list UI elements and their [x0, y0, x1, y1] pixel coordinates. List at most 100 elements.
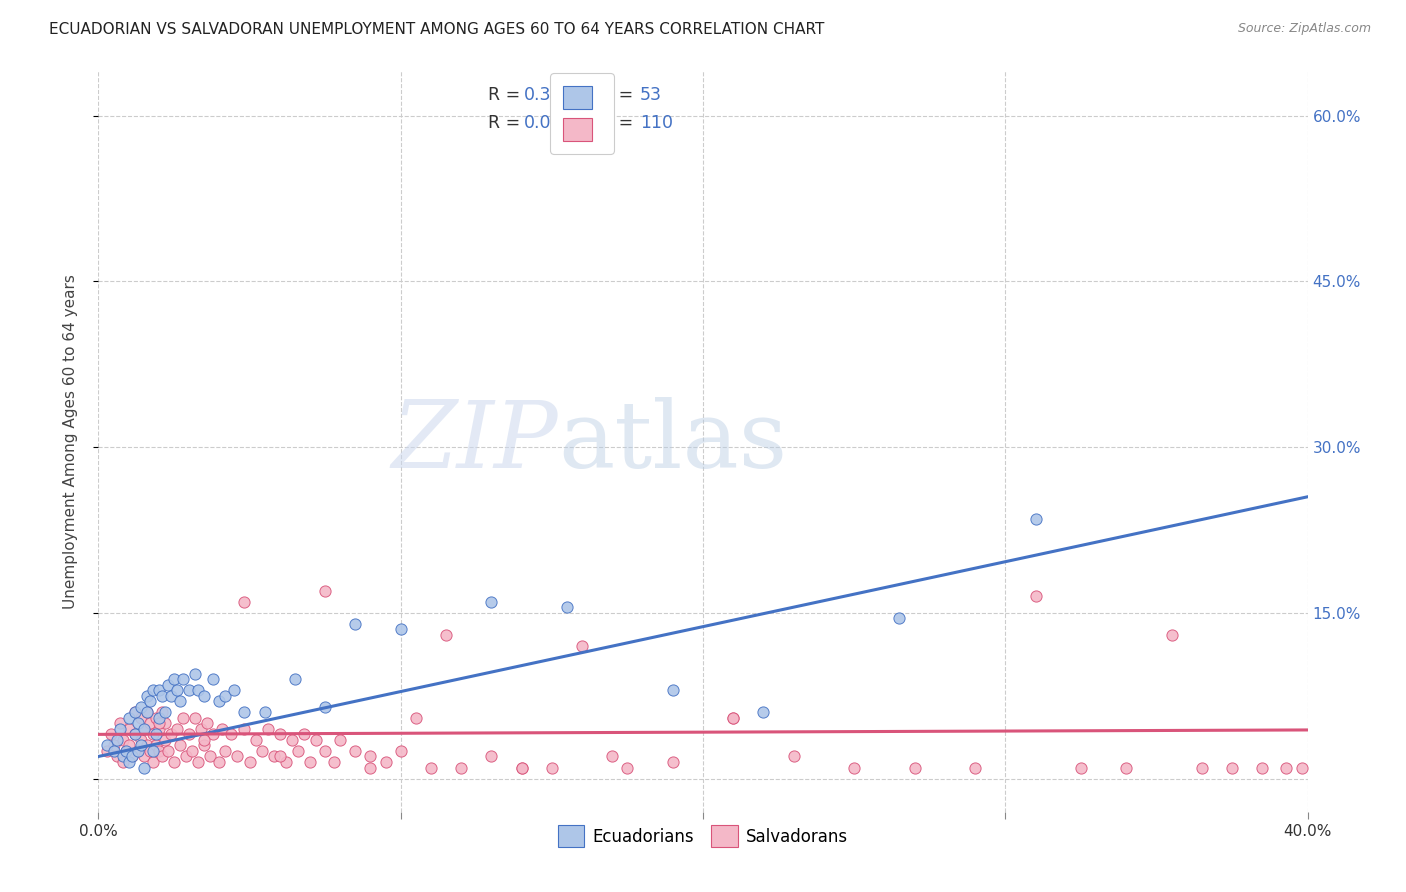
Point: [232, 595, 254, 609]
Point: [150, 749, 173, 764]
Point: [181, 744, 204, 758]
Point: [253, 706, 276, 720]
Point: [169, 694, 191, 708]
Point: [844, 760, 866, 774]
Point: [284, 672, 307, 686]
Point: [1115, 760, 1137, 774]
Point: [299, 755, 322, 769]
Point: [114, 744, 136, 758]
Point: [661, 755, 683, 769]
Text: N =: N =: [600, 86, 638, 104]
Point: [221, 727, 243, 741]
Point: [139, 716, 162, 731]
Point: [374, 755, 396, 769]
Point: [783, 749, 806, 764]
Point: [172, 672, 194, 686]
Point: [153, 732, 176, 747]
Point: [187, 755, 209, 769]
Point: [193, 732, 215, 747]
Point: [132, 722, 155, 736]
Point: [124, 706, 146, 720]
Point: [434, 628, 457, 642]
Point: [904, 760, 927, 774]
Point: [1275, 760, 1298, 774]
Point: [256, 722, 278, 736]
Point: [232, 706, 254, 720]
Point: [1291, 760, 1313, 774]
Point: [142, 727, 165, 741]
Point: [129, 699, 152, 714]
Point: [179, 727, 201, 741]
Point: [510, 760, 533, 774]
Point: [232, 722, 254, 736]
Point: [145, 711, 167, 725]
Point: [481, 595, 503, 609]
Point: [184, 711, 207, 725]
Point: [214, 744, 236, 758]
Point: [224, 683, 246, 698]
Point: [139, 694, 162, 708]
Point: [103, 744, 125, 758]
Point: [190, 722, 212, 736]
Text: 110: 110: [640, 114, 673, 132]
Point: [160, 689, 183, 703]
Point: [156, 678, 179, 692]
Text: atlas: atlas: [558, 397, 787, 486]
Point: [405, 711, 427, 725]
Point: [127, 744, 149, 758]
Point: [184, 666, 207, 681]
Point: [132, 760, 155, 774]
Legend: Ecuadorians, Salvadorans: Ecuadorians, Salvadorans: [550, 817, 856, 855]
Point: [292, 727, 315, 741]
Point: [314, 699, 336, 714]
Point: [323, 755, 346, 769]
Point: [135, 739, 157, 753]
Point: [153, 706, 176, 720]
Point: [200, 749, 222, 764]
Point: [148, 716, 170, 731]
Point: [481, 749, 503, 764]
Point: [108, 722, 131, 736]
Point: [360, 760, 382, 774]
Point: [510, 760, 533, 774]
Point: [132, 722, 155, 736]
Point: [314, 744, 336, 758]
Point: [274, 755, 297, 769]
Point: [160, 727, 183, 741]
Point: [250, 744, 273, 758]
Point: [555, 600, 578, 615]
Point: [148, 711, 170, 725]
Text: Source: ZipAtlas.com: Source: ZipAtlas.com: [1237, 22, 1371, 36]
Point: [263, 749, 285, 764]
Point: [166, 683, 188, 698]
Point: [602, 749, 624, 764]
Point: [1070, 760, 1092, 774]
Point: [172, 711, 194, 725]
Point: [208, 694, 231, 708]
Point: [111, 749, 134, 764]
Point: [108, 716, 131, 731]
Point: [1160, 628, 1182, 642]
Point: [540, 760, 562, 774]
Text: ECUADORIAN VS SALVADORAN UNEMPLOYMENT AMONG AGES 60 TO 64 YEARS CORRELATION CHAR: ECUADORIAN VS SALVADORAN UNEMPLOYMENT AM…: [49, 22, 824, 37]
Point: [118, 722, 141, 736]
Point: [96, 739, 118, 753]
Point: [114, 744, 136, 758]
Point: [169, 739, 191, 753]
Point: [121, 749, 143, 764]
Point: [226, 749, 249, 764]
Point: [139, 744, 162, 758]
Point: [163, 755, 186, 769]
Point: [132, 749, 155, 764]
Point: [723, 711, 745, 725]
Text: 0.017: 0.017: [524, 114, 574, 132]
Point: [145, 727, 167, 741]
Point: [148, 722, 170, 736]
Text: 0.360: 0.360: [524, 86, 574, 104]
Point: [287, 744, 309, 758]
Text: ZIP: ZIP: [391, 397, 558, 486]
Point: [150, 706, 173, 720]
Point: [103, 739, 125, 753]
Text: 53: 53: [640, 86, 662, 104]
Point: [211, 722, 233, 736]
